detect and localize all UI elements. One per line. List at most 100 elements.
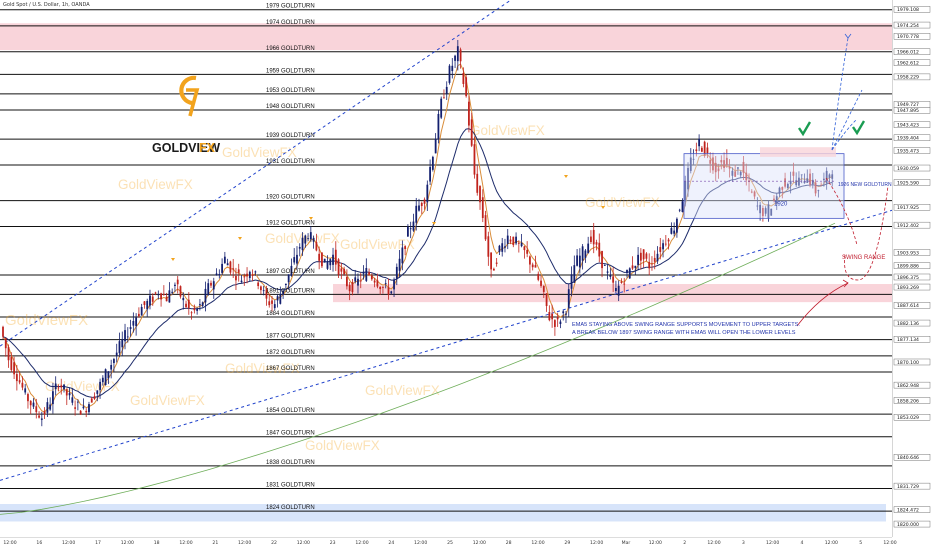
candle-body bbox=[761, 207, 764, 217]
candle bbox=[784, 172, 786, 189]
candle-body bbox=[379, 286, 382, 290]
candle-body bbox=[617, 285, 620, 296]
candle bbox=[359, 272, 362, 289]
candle bbox=[623, 277, 626, 293]
candle bbox=[387, 278, 390, 300]
candle-body bbox=[257, 282, 260, 287]
candle-body bbox=[495, 262, 498, 264]
price-tag bbox=[893, 107, 931, 114]
candle bbox=[287, 274, 290, 290]
candle bbox=[293, 248, 296, 265]
candle-body bbox=[2, 326, 4, 337]
candle bbox=[207, 278, 210, 296]
price-tick-label: 1893.269 bbox=[897, 285, 919, 291]
candle bbox=[734, 164, 737, 177]
candle bbox=[337, 258, 340, 278]
price-tick-label: 1912.402 bbox=[897, 223, 919, 229]
candle bbox=[260, 285, 262, 295]
candle-body bbox=[681, 201, 684, 212]
candle bbox=[243, 273, 246, 286]
candle bbox=[520, 234, 523, 248]
candle bbox=[90, 396, 93, 403]
candle bbox=[431, 155, 434, 172]
price-tick-label: 1958.229 bbox=[897, 75, 919, 81]
candle-body bbox=[362, 271, 365, 274]
candle-body bbox=[345, 277, 348, 287]
candle-body bbox=[196, 308, 199, 311]
candle-body bbox=[132, 320, 135, 326]
candle-body bbox=[520, 242, 523, 247]
candle-body bbox=[673, 230, 676, 234]
candle-body bbox=[676, 218, 678, 233]
price-axis[interactable]: 1979.108 1974.254 1970.778 1966.012 1962.612… bbox=[892, 0, 932, 550]
candle bbox=[151, 293, 154, 306]
candle-body bbox=[434, 138, 437, 154]
candle bbox=[476, 165, 479, 196]
candle bbox=[689, 148, 692, 174]
candle-body bbox=[443, 97, 445, 99]
candle-body bbox=[7, 347, 10, 361]
time-tick-label: 12:00 bbox=[414, 540, 427, 546]
candle bbox=[93, 392, 96, 400]
candle-body bbox=[337, 259, 340, 275]
candle-body bbox=[265, 289, 268, 299]
candle-body bbox=[157, 294, 160, 296]
brand-suffix: FX bbox=[199, 141, 216, 155]
candle bbox=[368, 268, 370, 277]
price-tag bbox=[893, 358, 931, 366]
candle-body bbox=[504, 246, 506, 248]
candle-body bbox=[770, 208, 773, 216]
ema5-line bbox=[2, 63, 833, 413]
candle-body bbox=[509, 239, 512, 242]
candle bbox=[199, 299, 201, 311]
candle bbox=[407, 224, 409, 238]
price-tag bbox=[893, 73, 931, 81]
price-tag bbox=[893, 262, 931, 269]
candle-body bbox=[720, 160, 723, 163]
price-tick-label: 1820.000 bbox=[897, 522, 919, 528]
level-label: 1884 GOLDTURN bbox=[266, 311, 315, 317]
candle bbox=[761, 205, 764, 222]
candle bbox=[809, 168, 811, 188]
candle bbox=[273, 300, 276, 311]
candle-body bbox=[229, 261, 232, 273]
candle-body bbox=[323, 258, 326, 263]
candle-body bbox=[176, 279, 179, 285]
candle bbox=[576, 249, 578, 267]
candle-body bbox=[581, 246, 584, 261]
swing-range-arrow bbox=[796, 282, 849, 327]
price-tag bbox=[893, 221, 931, 229]
candle bbox=[517, 240, 520, 253]
time-tick-label: 18 bbox=[154, 540, 160, 546]
candle-body bbox=[348, 285, 351, 292]
candle-body bbox=[670, 228, 673, 234]
candle-body bbox=[135, 317, 138, 327]
candle-body bbox=[218, 274, 221, 276]
time-tick-label: 12:00 bbox=[179, 540, 192, 546]
candle bbox=[99, 378, 101, 399]
candle bbox=[124, 323, 126, 350]
candle-body bbox=[590, 236, 592, 243]
candle-body bbox=[18, 380, 21, 383]
candle-body bbox=[645, 253, 648, 259]
candle-body bbox=[21, 382, 24, 388]
candle-body bbox=[448, 65, 451, 83]
level-label: 1854 GOLDTURN bbox=[266, 408, 315, 414]
candle bbox=[154, 291, 157, 296]
candle bbox=[268, 293, 271, 308]
candle-body bbox=[321, 252, 323, 267]
candle bbox=[429, 159, 431, 185]
candle-body bbox=[235, 276, 237, 281]
signal-marker bbox=[171, 258, 175, 261]
price-tag bbox=[893, 6, 931, 13]
candle-body bbox=[429, 166, 431, 182]
candle bbox=[149, 289, 151, 310]
signal-marker bbox=[432, 222, 436, 225]
candle-body bbox=[714, 162, 717, 173]
candle-body bbox=[584, 250, 587, 258]
candle bbox=[584, 249, 587, 263]
candle-body bbox=[262, 290, 265, 292]
time-axis[interactable]: 12:00 16 12:00 17 12:00 18 12:00 21 12:00 22 12:00… bbox=[0, 537, 932, 550]
